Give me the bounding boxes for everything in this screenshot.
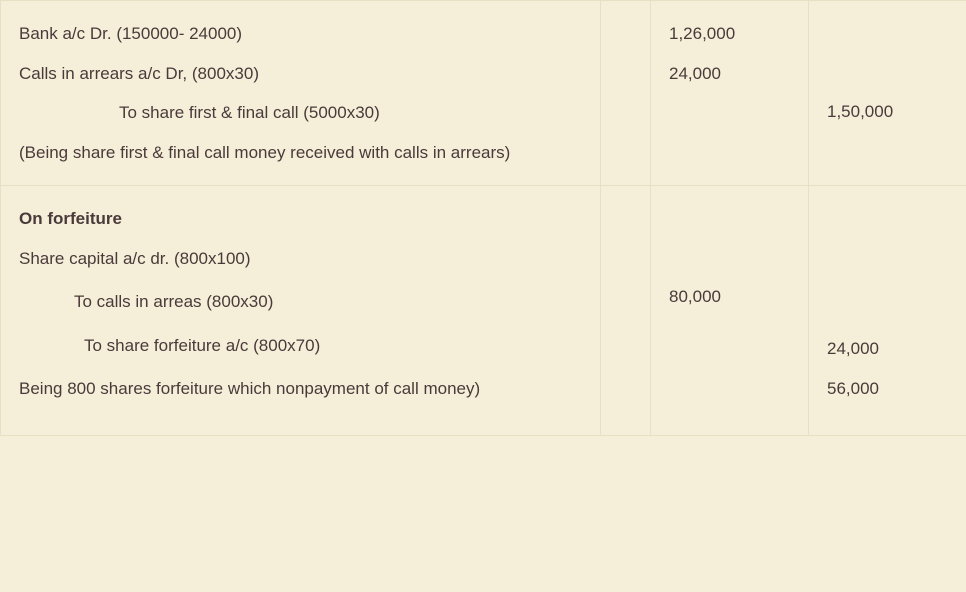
particulars-cell: Bank a/c Dr. (150000- 24000) Calls in ar… — [1, 1, 601, 186]
credit-cell: 24,000 56,000 — [809, 186, 966, 436]
table-row: On forfeiture Share capital a/c dr. (800… — [1, 186, 966, 436]
entry-line: Share capital a/c dr. (800x100) — [19, 246, 582, 272]
lf-cell — [601, 186, 651, 436]
debit-amount: 80,000 — [669, 284, 790, 310]
credit-amount: 24,000 — [827, 336, 948, 362]
entry-line: Calls in arrears a/c Dr, (800x30) — [19, 61, 582, 87]
debit-amount: 1,26,000 — [669, 21, 790, 47]
entry-line-indent: To share first & final call (5000x30) — [19, 100, 582, 126]
entry-line-indent: To calls in arreas (800x30) — [19, 289, 582, 315]
debit-cell: 80,000 — [651, 186, 809, 436]
entry-line: Bank a/c Dr. (150000- 24000) — [19, 21, 582, 47]
journal-entries-table: Bank a/c Dr. (150000- 24000) Calls in ar… — [0, 0, 966, 436]
credit-cell: 1,50,000 — [809, 1, 966, 186]
debit-cell: 1,26,000 24,000 — [651, 1, 809, 186]
entry-line-indent: To share forfeiture a/c (800x70) — [19, 333, 582, 359]
table-row: Bank a/c Dr. (150000- 24000) Calls in ar… — [1, 1, 966, 186]
entry-heading: On forfeiture — [19, 206, 582, 232]
lf-cell — [601, 1, 651, 186]
debit-amount: 24,000 — [669, 61, 790, 87]
entry-narration: Being 800 shares forfeiture which nonpay… — [19, 376, 582, 402]
particulars-cell: On forfeiture Share capital a/c dr. (800… — [1, 186, 601, 436]
credit-amount: 56,000 — [827, 376, 948, 402]
entry-narration: (Being share first & final call money re… — [19, 140, 582, 166]
credit-amount: 1,50,000 — [827, 99, 948, 125]
